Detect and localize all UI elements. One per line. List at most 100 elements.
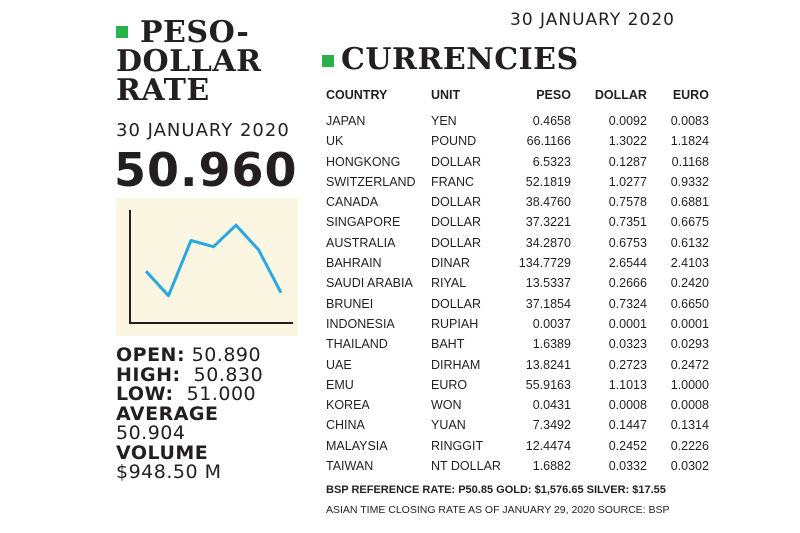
high-row: HIGH: 50.830 [116, 363, 264, 386]
rate-stats: OPEN: 50.890 HIGH: 50.830 LOW: 51.000 AV… [116, 344, 264, 483]
cell-euro: 0.2472 [670, 357, 709, 372]
cell-dollar: 1.1013 [608, 377, 647, 392]
cell-unit: DOLLAR [431, 195, 482, 210]
header-euro: EURO [672, 88, 709, 102]
cell-unit: YUAN [431, 418, 466, 433]
cell-euro: 0.2420 [670, 276, 709, 291]
cell-peso: 37.3221 [525, 215, 571, 230]
cell-country: JAPAN [326, 114, 366, 128]
cell-unit: FRANC [431, 174, 475, 189]
cell-country: SWITZERLAND [326, 174, 416, 189]
table-row: JAPAN YEN 0.4658 0.0092 0.0083 [326, 111, 709, 131]
header-dollar: DOLLAR [594, 88, 647, 102]
cell-peso: 0.0037 [532, 316, 571, 331]
cell-euro: 0.0302 [670, 459, 709, 474]
table-header-row: COUNTRY UNIT PESO DOLLAR EURO [326, 88, 709, 111]
cell-country: MALAYSIA [326, 438, 388, 453]
cell-dollar: 0.7324 [608, 296, 647, 311]
peso-dollar-title: PESO- DOLLAR RATE [116, 15, 262, 108]
cell-euro: 0.6650 [670, 296, 709, 311]
table-row: SWITZERLAND FRANC 52.1819 1.0277 0.9332 [326, 172, 709, 192]
cell-unit: DOLLAR [431, 154, 482, 169]
header-peso: PESO [536, 88, 571, 102]
cell-peso: 12.4474 [525, 438, 571, 453]
cell-country: CANADA [326, 195, 379, 210]
header-unit: UNIT [431, 88, 461, 102]
cell-unit: BAHT [431, 337, 465, 352]
low-label: LOW: [116, 383, 174, 405]
table-row: UK POUND 66.1166 1.3022 1.1824 [326, 131, 709, 151]
volume-label: VOLUME [116, 441, 209, 464]
cell-country: SAUDI ARABIA [326, 276, 413, 291]
cell-country: TAIWAN [326, 459, 374, 474]
cell-peso: 6.5323 [532, 154, 571, 169]
open-label: OPEN: [116, 344, 186, 366]
cell-unit: WON [431, 398, 462, 413]
cell-dollar: 0.0001 [608, 316, 647, 331]
cell-peso: 52.1819 [525, 174, 571, 189]
cell-euro: 0.9332 [670, 174, 709, 189]
average-value: 50.904 [116, 422, 186, 444]
cell-peso: 0.0431 [532, 398, 571, 413]
table-row: SINGAPORE DOLLAR 37.3221 0.7351 0.6675 [326, 212, 709, 232]
cell-euro: 2.4103 [670, 256, 709, 271]
cell-dollar: 0.0008 [608, 398, 647, 413]
cell-dollar: 1.0277 [608, 174, 647, 189]
currencies-table-body: JAPAN YEN 0.4658 0.0092 0.0083 UK POUND 66.1166… [326, 111, 709, 476]
cell-peso: 0.4658 [532, 114, 571, 128]
high-value: 50.830 [193, 363, 264, 386]
cell-peso: 1.6389 [532, 337, 571, 352]
cell-unit: POUND [431, 134, 477, 149]
cell-euro: 0.6132 [670, 235, 709, 250]
cell-peso: 66.1166 [526, 134, 571, 149]
cell-euro: 0.6675 [670, 215, 709, 230]
title-marker-icon [116, 26, 128, 38]
open-row: OPEN: 50.890 [116, 344, 263, 366]
cell-unit: DINAR [431, 256, 470, 271]
low-row: LOW: 51.000 [116, 383, 263, 405]
cell-unit: RUPIAH [431, 316, 479, 331]
cell-country: KOREA [326, 398, 370, 413]
cell-dollar: 0.6753 [608, 235, 647, 250]
closing-rate: 50.960 [114, 143, 298, 197]
cell-unit: DOLLAR [431, 215, 482, 230]
title-line-1: PESO- [140, 15, 250, 50]
high-label: HIGH: [116, 363, 181, 386]
source-line: ASIAN TIME CLOSING RATE AS OF JANUARY 29… [326, 504, 670, 516]
cell-euro: 0.0293 [670, 337, 709, 352]
cell-euro: 0.1168 [671, 154, 709, 169]
cell-peso: 7.3492 [532, 418, 571, 433]
cell-dollar: 2.6544 [608, 256, 647, 271]
cell-peso: 34.2870 [525, 235, 571, 250]
cell-unit: YEN [431, 114, 457, 128]
cell-country: EMU [326, 377, 354, 392]
currencies-table: COUNTRY UNIT PESO DOLLAR EURO JAPAN YEN 0.… [326, 88, 709, 476]
cell-country: AUSTRALIA [326, 235, 396, 250]
table-row: BRUNEI DOLLAR 37.1854 0.7324 0.6650 [326, 294, 709, 314]
cell-dollar: 0.1287 [608, 154, 647, 169]
cell-peso: 38.4760 [525, 195, 571, 210]
cell-unit: NT DOLLAR [431, 459, 501, 474]
cell-dollar: 0.7351 [608, 215, 647, 230]
table-row: AUSTRALIA DOLLAR 34.2870 0.6753 0.6132 [326, 233, 709, 253]
cell-unit: RIYAL [431, 276, 467, 291]
cell-dollar: 0.2723 [608, 357, 647, 372]
currencies-title: CURRENCIES [341, 42, 579, 77]
cell-euro: 0.0008 [670, 398, 709, 413]
table-row: EMU EURO 55.9163 1.1013 1.0000 [326, 375, 709, 395]
cell-euro: 1.0000 [670, 377, 709, 392]
cell-country: HONGKONG [326, 154, 401, 169]
header-country: COUNTRY [326, 88, 388, 102]
cell-dollar: 0.2666 [608, 276, 647, 291]
table-row: BAHRAIN DINAR 134.7729 2.6544 2.4103 [326, 253, 709, 273]
cell-peso: 13.5337 [525, 276, 571, 291]
table-row: KOREA WON 0.0431 0.0008 0.0008 [326, 395, 709, 415]
cell-country: SINGAPORE [326, 215, 401, 230]
title-line-3: RATE [116, 73, 210, 108]
cell-unit: RINGGIT [431, 438, 484, 453]
rate-series-line [144, 223, 283, 298]
cell-dollar: 0.0332 [608, 459, 647, 474]
cell-unit: DOLLAR [431, 235, 482, 250]
cell-country: UAE [326, 357, 352, 372]
cell-country: CHINA [326, 418, 365, 433]
